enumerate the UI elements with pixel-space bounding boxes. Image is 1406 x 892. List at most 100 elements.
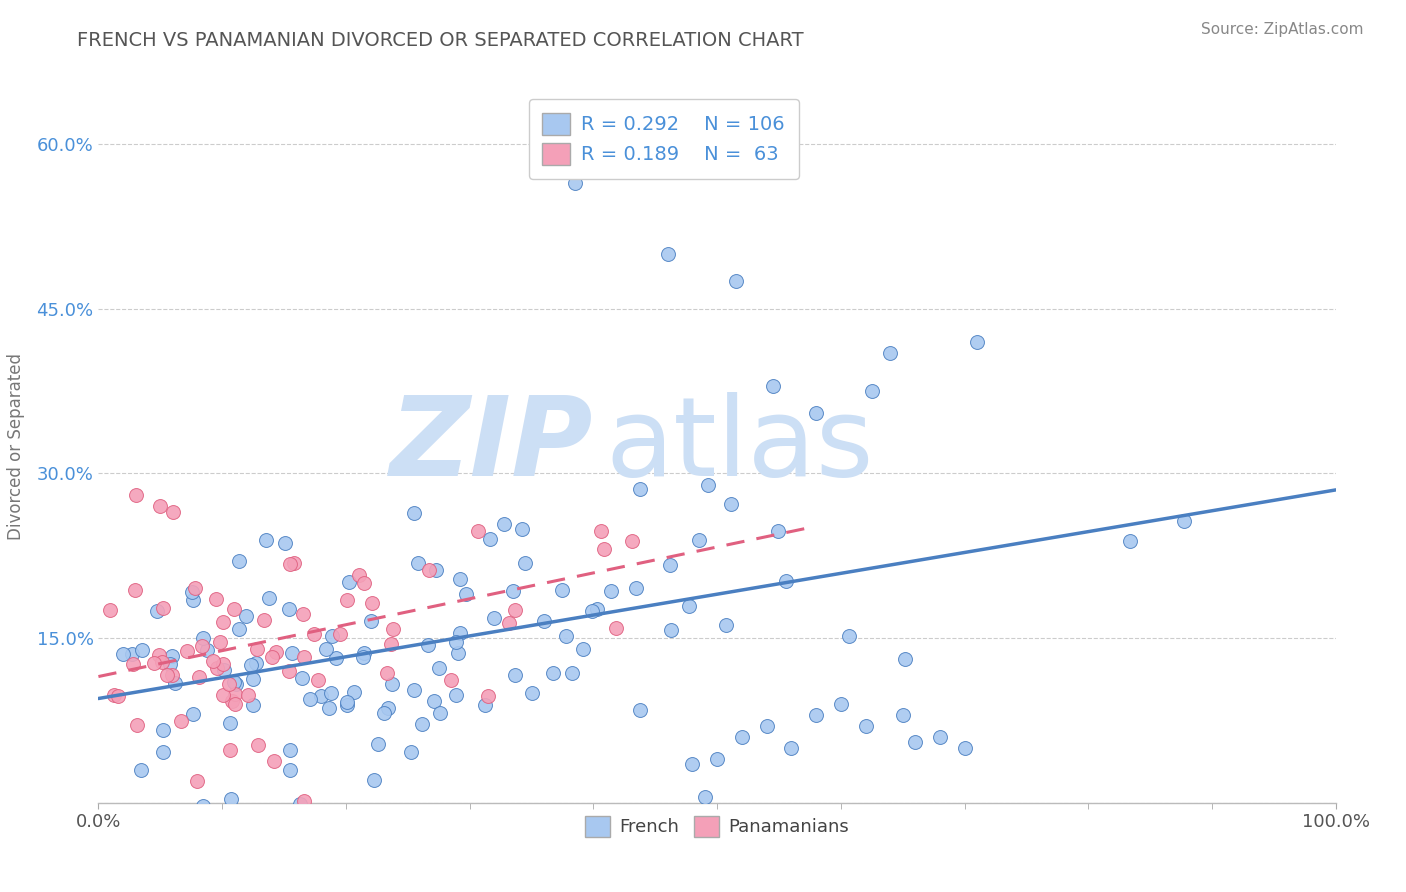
Point <box>381 623 404 637</box>
Point <box>336 592 359 607</box>
Point <box>780 740 803 755</box>
Point <box>706 752 728 766</box>
Point <box>659 624 682 638</box>
Point <box>731 730 754 744</box>
Point <box>347 568 370 582</box>
Point <box>399 745 422 759</box>
Point <box>219 742 242 756</box>
Point <box>218 677 240 691</box>
Point <box>572 641 595 656</box>
Point <box>236 688 259 702</box>
Point <box>221 694 243 708</box>
Point <box>291 671 314 685</box>
Point <box>318 700 340 714</box>
Point <box>283 557 305 571</box>
Point <box>855 719 877 733</box>
Point <box>278 742 301 756</box>
Point <box>804 708 827 723</box>
Point <box>193 631 215 645</box>
Point <box>212 663 235 677</box>
Point <box>1173 514 1195 528</box>
Point <box>152 600 174 615</box>
Point <box>363 773 385 788</box>
Point <box>360 615 382 629</box>
Point <box>149 500 172 514</box>
Point <box>503 603 526 617</box>
Point <box>444 635 467 649</box>
Point <box>253 613 276 627</box>
Point <box>122 657 145 671</box>
Point <box>658 558 681 573</box>
Point <box>180 585 202 599</box>
Point <box>156 667 179 681</box>
Point <box>474 698 496 712</box>
Point <box>107 689 129 703</box>
Point <box>564 176 586 190</box>
Point <box>278 763 301 777</box>
Point <box>408 556 430 570</box>
Point <box>830 697 852 711</box>
Point <box>292 650 315 665</box>
Point <box>838 629 860 643</box>
Point <box>336 695 359 709</box>
Point <box>219 792 242 806</box>
Point <box>541 665 564 680</box>
Point <box>693 790 716 805</box>
Point <box>478 532 501 546</box>
Point <box>131 642 153 657</box>
Point <box>482 611 505 625</box>
Point <box>309 689 332 703</box>
Point <box>503 667 526 681</box>
Point <box>183 706 205 721</box>
Point <box>879 345 901 359</box>
Point <box>222 602 245 616</box>
Text: ZIP: ZIP <box>389 392 593 500</box>
Point <box>163 675 186 690</box>
Point <box>191 798 214 813</box>
Point <box>184 581 207 595</box>
Point <box>337 574 360 589</box>
Point <box>714 617 737 632</box>
Point <box>894 651 917 665</box>
Point <box>219 715 242 730</box>
Point <box>277 601 299 615</box>
Point <box>581 604 603 618</box>
Point <box>125 718 148 732</box>
Point <box>353 575 375 590</box>
Point <box>492 517 515 532</box>
Point <box>377 701 399 715</box>
Point <box>427 661 450 675</box>
Point <box>212 615 235 629</box>
Point <box>352 650 374 665</box>
Point <box>98 603 121 617</box>
Point <box>103 688 125 702</box>
Point <box>533 614 555 628</box>
Point <box>447 646 470 660</box>
Point <box>329 627 352 641</box>
Point <box>160 667 183 681</box>
Point <box>201 654 224 668</box>
Point <box>444 688 467 702</box>
Point <box>111 647 134 661</box>
Point <box>207 661 229 675</box>
Point <box>211 657 233 672</box>
Point <box>928 730 950 744</box>
Point <box>380 637 402 651</box>
Y-axis label: Divorced or Separated: Divorced or Separated <box>7 352 25 540</box>
Point <box>228 554 250 568</box>
Point <box>162 505 184 519</box>
Point <box>755 719 778 733</box>
Point <box>152 745 174 759</box>
Point <box>170 714 193 728</box>
Point <box>160 648 183 663</box>
Point <box>121 647 143 661</box>
Point <box>696 478 718 492</box>
Point <box>195 643 218 657</box>
Point <box>242 698 264 712</box>
Point <box>321 629 343 643</box>
Point <box>212 688 235 702</box>
Point <box>724 274 747 288</box>
Point <box>307 673 329 688</box>
Point <box>593 541 616 556</box>
Point <box>321 686 343 700</box>
